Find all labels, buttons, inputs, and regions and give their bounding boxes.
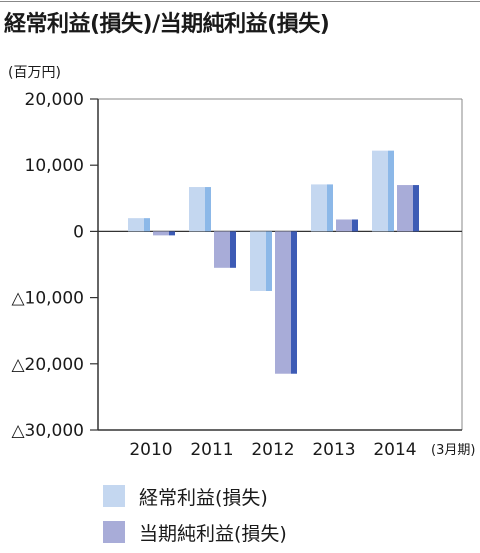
bar-ordinary-income	[128, 218, 144, 232]
bar-net-income	[153, 231, 169, 236]
x-axis-suffix: (3月期)	[431, 443, 476, 458]
x-tick-label: 2012	[251, 440, 294, 460]
y-tick-label: 10,000	[25, 156, 84, 176]
legend: 経常利益(損失) 当期純利益(損失)	[103, 481, 287, 553]
legend-label-net-income: 当期純利益(損失)	[139, 522, 287, 545]
x-tick-label: 2010	[129, 440, 172, 460]
bar-net-income	[336, 219, 352, 232]
bar-side-ordinary-income	[266, 231, 272, 291]
bar-side-net-income	[352, 219, 358, 232]
bar-net-income	[214, 231, 230, 268]
bar-ordinary-income	[189, 187, 205, 232]
bar-side-ordinary-income	[327, 184, 333, 232]
legend-swatch-net-income	[103, 521, 125, 543]
y-tick-label: 0	[73, 222, 84, 242]
legend-item-ordinary-income: 経常利益(損失)	[103, 481, 287, 511]
bar-side-net-income	[230, 231, 236, 268]
y-tick-label: △30,000	[11, 421, 84, 441]
legend-label-ordinary-income: 経常利益(損失)	[139, 486, 268, 509]
legend-item-net-income: 当期純利益(損失)	[103, 517, 287, 547]
chart-plot: 20,000 10,000 0 △10,000 △20,000 △30,000 2010 20…	[11, 90, 463, 460]
bar-net-income	[275, 231, 291, 374]
bar-side-net-income	[413, 185, 419, 232]
bar-side-net-income	[291, 231, 297, 374]
y-tick-label: △20,000	[11, 355, 84, 375]
x-tick-label: 2014	[373, 440, 416, 460]
bar-ordinary-income	[311, 184, 327, 232]
bar-side-ordinary-income	[205, 187, 211, 232]
unit-label: (百万円)	[8, 65, 61, 81]
bar-side-net-income	[169, 231, 175, 236]
bar-ordinary-income	[372, 150, 388, 232]
bar-side-ordinary-income	[388, 150, 394, 232]
bar-net-income	[397, 185, 413, 232]
x-tick-label: 2013	[312, 440, 355, 460]
top-rule	[0, 1, 480, 2]
chart-title: 経常利益(損失)/当期純利益(損失)	[4, 12, 330, 37]
bar-ordinary-income	[250, 231, 266, 291]
bar-side-ordinary-income	[144, 218, 150, 232]
legend-swatch-ordinary-income	[103, 485, 125, 507]
y-tick-label: △10,000	[11, 289, 84, 309]
x-tick-label: 2011	[190, 440, 233, 460]
y-tick-label: 20,000	[25, 90, 84, 110]
